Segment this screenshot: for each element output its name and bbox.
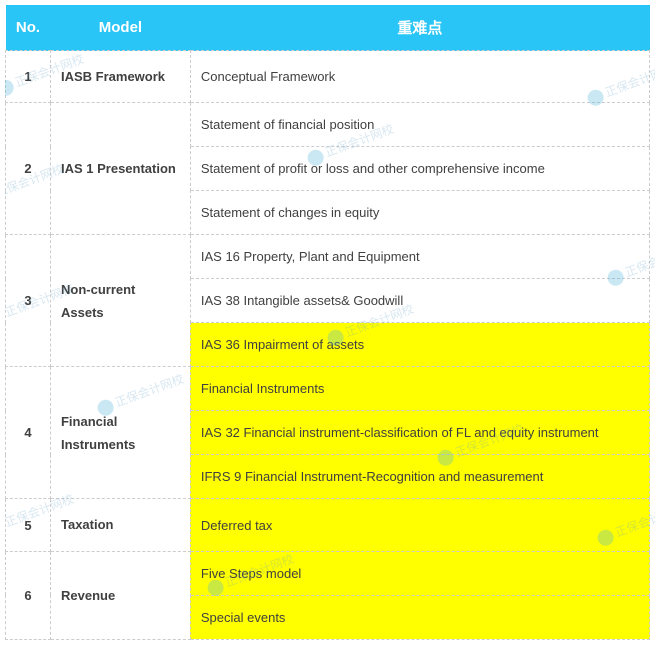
row-no: 4: [6, 367, 51, 499]
table-row: 4Financial InstrumentsFinancial Instrume…: [6, 367, 650, 411]
header-model: Model: [50, 5, 190, 51]
table-container: No. Model 重难点 1IASB FrameworkConceptual …: [5, 5, 650, 640]
row-point: Statement of financial position: [190, 103, 649, 147]
row-no: 5: [6, 499, 51, 551]
row-model: Non-current Assets: [50, 235, 190, 367]
row-no: 2: [6, 103, 51, 235]
row-model: Taxation: [50, 499, 190, 551]
table-row: 5TaxationDeferred tax: [6, 499, 650, 551]
row-no: 3: [6, 235, 51, 367]
row-model: IAS 1 Presentation: [50, 103, 190, 235]
header-points: 重难点: [190, 5, 649, 51]
row-no: 1: [6, 51, 51, 103]
row-no: 6: [6, 551, 51, 639]
table-body: 1IASB FrameworkConceptual Framework2IAS …: [6, 51, 650, 640]
row-point: Statement of profit or loss and other co…: [190, 147, 649, 191]
row-model: Financial Instruments: [50, 367, 190, 499]
table-header-row: No. Model 重难点: [6, 5, 650, 51]
row-point: Deferred tax: [190, 499, 649, 551]
row-model: IASB Framework: [50, 51, 190, 103]
header-no: No.: [6, 5, 51, 51]
row-point: Financial Instruments: [190, 367, 649, 411]
row-point: IAS 36 Impairment of assets: [190, 323, 649, 367]
row-point: Special events: [190, 595, 649, 639]
table-row: 2IAS 1 PresentationStatement of financia…: [6, 103, 650, 147]
standards-table: No. Model 重难点 1IASB FrameworkConceptual …: [5, 5, 650, 640]
table-row: 3Non-current AssetsIAS 16 Property, Plan…: [6, 235, 650, 279]
row-model: Revenue: [50, 551, 190, 639]
row-point: IAS 32 Financial instrument-classificati…: [190, 411, 649, 455]
table-row: 1IASB FrameworkConceptual Framework: [6, 51, 650, 103]
row-point: IAS 38 Intangible assets& Goodwill: [190, 279, 649, 323]
table-row: 6RevenueFive Steps model: [6, 551, 650, 595]
row-point: Conceptual Framework: [190, 51, 649, 103]
row-point: IAS 16 Property, Plant and Equipment: [190, 235, 649, 279]
row-point: Five Steps model: [190, 551, 649, 595]
row-point: Statement of changes in equity: [190, 191, 649, 235]
row-point: IFRS 9 Financial Instrument-Recognition …: [190, 455, 649, 499]
